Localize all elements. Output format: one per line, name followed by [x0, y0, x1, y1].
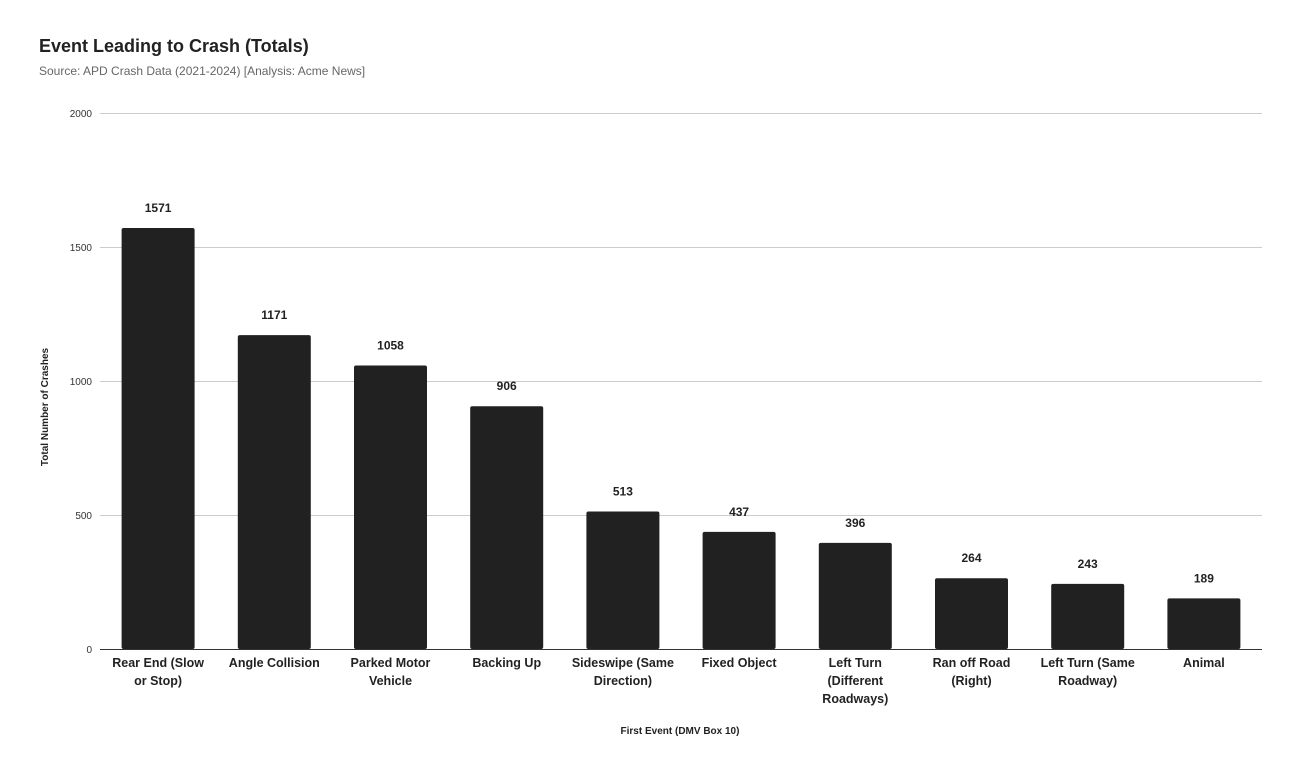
x-tick-label: Sideswipe (Same Direction) — [572, 656, 674, 688]
x-axis-categories: Rear End (Slow or Stop) Angle Collision Par… — [112, 656, 1224, 706]
bar — [1167, 598, 1241, 649]
data-label: 396 — [845, 516, 865, 530]
bar — [586, 511, 660, 649]
bar — [121, 227, 195, 650]
y-tick-label: 0 — [86, 645, 92, 656]
data-label: 243 — [1078, 557, 1098, 571]
chart-title: Event Leading to Crash (Totals) — [39, 36, 309, 56]
data-label: 513 — [613, 485, 633, 499]
data-label: 264 — [961, 551, 981, 565]
y-axis-title: Total Number of Crashes — [40, 347, 51, 466]
data-label: 1571 — [145, 201, 172, 215]
x-tick-label: Angle Collision — [229, 656, 320, 670]
data-label: 437 — [729, 505, 749, 519]
bars — [121, 227, 1241, 650]
y-tick-label: 1500 — [70, 243, 93, 254]
x-tick-label: Left Turn (Different Roadways) — [822, 656, 888, 706]
y-axis-ticks: 0 500 1000 1500 2000 — [70, 109, 93, 656]
y-tick-label: 1000 — [70, 377, 93, 388]
x-tick-label: Backing Up — [472, 656, 541, 670]
data-label: 1171 — [261, 308, 287, 322]
data-label: 1058 — [377, 338, 404, 352]
x-axis-title: First Event (DMV Box 10) — [621, 726, 740, 737]
x-tick-label: Ran off Road (Right) — [933, 656, 1011, 688]
x-tick-label: Rear End (Slow or Stop) — [112, 656, 204, 688]
x-tick-label: Left Turn (Same Roadway) — [1041, 656, 1135, 688]
x-tick-label: Parked Motor Vehicle — [351, 656, 431, 688]
data-labels: 1571 1171 1058 906 513 437 396 264 243 189 — [145, 201, 1214, 585]
y-tick-label: 500 — [75, 511, 92, 522]
bar — [818, 542, 892, 649]
y-tick-label: 2000 — [70, 109, 93, 120]
x-tick-label: Animal — [1183, 656, 1225, 670]
bar — [470, 406, 544, 649]
data-label: 906 — [497, 379, 517, 393]
bar — [935, 578, 1008, 649]
bar — [1051, 583, 1125, 649]
chart-subtitle: Source: APD Crash Data (2021-2024) [Anal… — [39, 64, 366, 78]
bar — [354, 365, 427, 649]
data-label: 189 — [1194, 571, 1214, 585]
bar — [237, 335, 311, 649]
x-tick-label: Fixed Object — [702, 656, 778, 670]
bar — [702, 531, 776, 649]
